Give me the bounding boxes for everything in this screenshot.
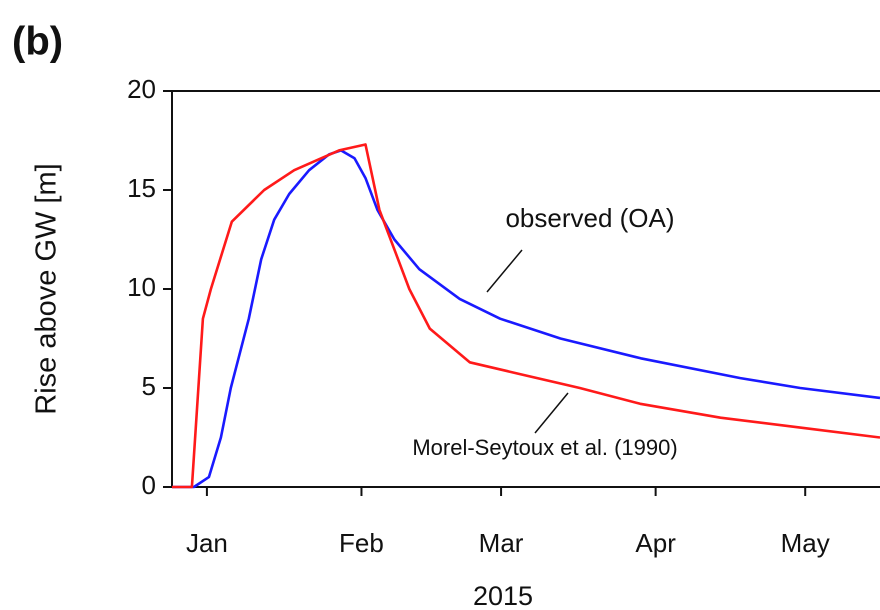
y-tick-label: 10 bbox=[127, 272, 156, 302]
x-tick-label: Feb bbox=[339, 528, 384, 558]
x-tick-label: Apr bbox=[635, 528, 676, 558]
y-tick-label: 20 bbox=[127, 74, 156, 104]
series-label: Morel-Seytoux et al. (1990) bbox=[412, 435, 677, 460]
leader-line bbox=[486, 249, 523, 293]
y-tick-label: 5 bbox=[142, 371, 156, 401]
series-line bbox=[172, 143, 880, 489]
x-tick-label: May bbox=[781, 528, 830, 558]
y-tick-label: 15 bbox=[127, 173, 156, 203]
x-tick-label: Jan bbox=[186, 528, 228, 558]
leader-line bbox=[534, 392, 569, 434]
y-axis-label: Rise above GW [m] bbox=[31, 163, 63, 414]
x-tick-label: Mar bbox=[479, 528, 524, 558]
axis-frame bbox=[171, 90, 880, 488]
series-line bbox=[172, 149, 880, 489]
series-label: observed (OA) bbox=[505, 203, 674, 233]
panel-label: (b) bbox=[12, 20, 63, 64]
x-axis-label: 2015 bbox=[473, 581, 533, 610]
y-tick-label: 0 bbox=[142, 470, 156, 500]
